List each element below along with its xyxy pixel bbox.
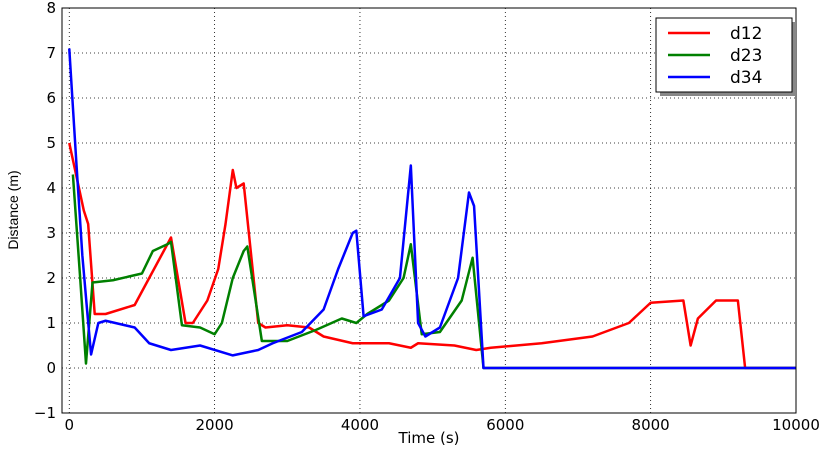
line bbox=[71, 174, 796, 370]
y-tick-label: 7 bbox=[46, 44, 56, 62]
y-tick-label: 6 bbox=[46, 89, 56, 107]
legend-label: d34 bbox=[730, 68, 762, 88]
plot-frame bbox=[61, 7, 797, 414]
y-tick-label: −1 bbox=[34, 404, 56, 422]
x-tick-label: 10000 bbox=[772, 416, 820, 434]
x-tick-label: 8000 bbox=[632, 416, 670, 434]
x-tick-label: 6000 bbox=[486, 416, 524, 434]
line bbox=[68, 48, 796, 370]
y-tick-label: 2 bbox=[46, 269, 56, 287]
x-tick-label: 4000 bbox=[341, 416, 379, 434]
x-tick-label: 2000 bbox=[196, 416, 234, 434]
x-tick-label: 0 bbox=[64, 416, 74, 434]
legend-label: d12 bbox=[730, 24, 762, 44]
line bbox=[68, 142, 796, 370]
legend-label: d23 bbox=[730, 46, 762, 66]
y-tick-label: 3 bbox=[46, 224, 56, 242]
y-tick-label: 5 bbox=[46, 134, 56, 152]
y-tick-label: 0 bbox=[46, 359, 56, 377]
y-tick-label: 8 bbox=[46, 0, 56, 17]
y-tick-label: 4 bbox=[46, 179, 56, 197]
x-axis-label: Time (s) bbox=[398, 429, 460, 447]
y-tick-label: 1 bbox=[46, 314, 56, 332]
y-axis-label: Distance (m) bbox=[5, 170, 21, 249]
